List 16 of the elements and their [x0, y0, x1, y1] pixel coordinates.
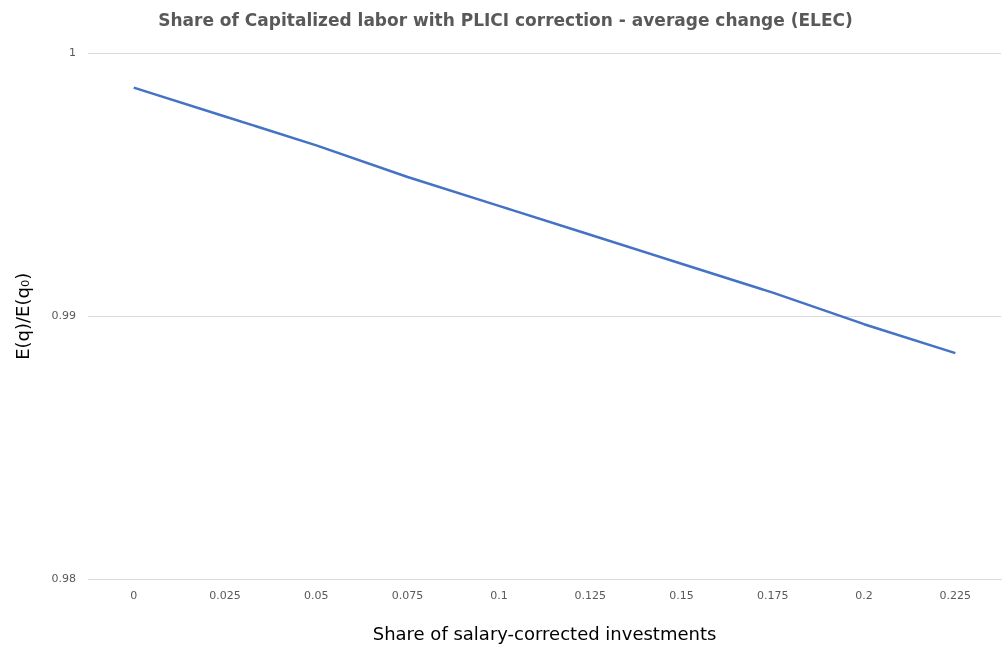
- x-tick-label: 0: [130, 588, 138, 602]
- x-axis-title: Share of salary-corrected investments: [372, 622, 717, 644]
- y-tick-label: 0.99: [51, 309, 77, 323]
- x-tick-label: 0.225: [939, 588, 972, 602]
- x-tick-label: 0.175: [757, 588, 789, 602]
- y-tick-label: 1: [69, 46, 77, 60]
- x-tick-label: 0.1: [490, 588, 508, 602]
- x-tick-label: 0.2: [855, 588, 873, 602]
- chart-title: Share of Capitalized labor with PLICI correction - average change (ELEC): [158, 9, 853, 30]
- x-tick-label: 0.15: [669, 588, 694, 602]
- x-tick-label: 0.025: [209, 588, 241, 602]
- y-tick-label: 0.98: [51, 572, 77, 586]
- x-tick-label: 0.125: [574, 588, 606, 602]
- y-axis-title: E(q)/E(q₀): [12, 272, 34, 360]
- x-tick-label: 0.05: [304, 588, 329, 602]
- x-tick-label: 0.075: [391, 588, 424, 602]
